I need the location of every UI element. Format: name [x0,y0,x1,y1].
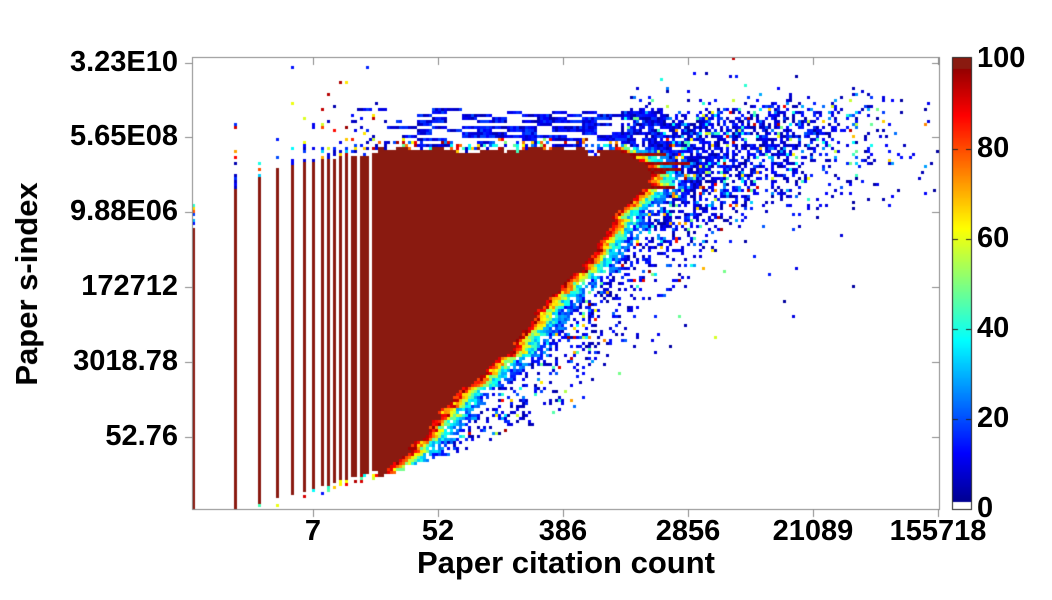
y-tick-label: 3018.78 [73,345,178,377]
x-tick-label: 21089 [772,515,854,547]
y-tick-label: 9.88E06 [69,195,178,227]
x-tick-label: 155718 [889,515,987,547]
colorbar-tick-label: 20 [977,402,1010,434]
colorbar-tick-label: 80 [977,132,1010,164]
colorbar-tick-label: 0 [977,492,994,524]
y-tick-label: 5.65E08 [69,120,178,152]
y-tick-label: 172712 [81,270,178,302]
colorbar-tick-label: 40 [977,312,1010,344]
x-axis-label: Paper citation count [417,545,715,580]
y-tick-label: 52.76 [105,420,178,452]
x-tick-label: 52 [421,515,455,547]
x-tick-label: 7 [304,515,322,547]
x-tick-label: 2856 [655,515,721,547]
colorbar-tick-label: 100 [977,42,1026,74]
colorbar-tick-label: 60 [977,222,1010,254]
y-tick-label: 3.23E10 [69,46,178,78]
x-tick-label: 386 [538,515,588,547]
